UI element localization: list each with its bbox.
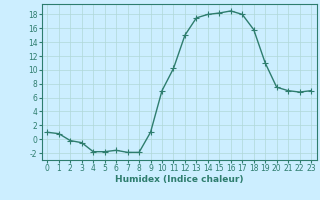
X-axis label: Humidex (Indice chaleur): Humidex (Indice chaleur) <box>115 175 244 184</box>
